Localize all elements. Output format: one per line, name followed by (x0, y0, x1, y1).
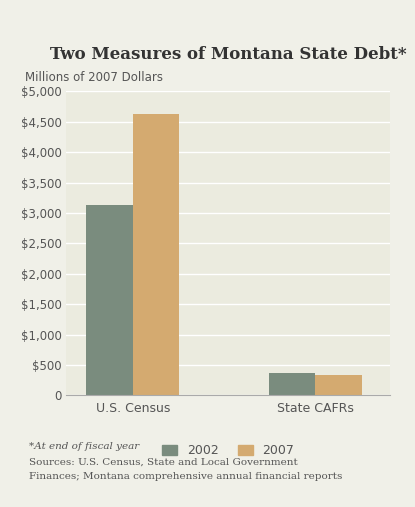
Text: Sources: U.S. Census, State and Local Government: Sources: U.S. Census, State and Local Go… (29, 458, 298, 467)
Bar (315, 375, 362, 395)
Legend: 2002, 2007: 2002, 2007 (162, 444, 294, 457)
Text: Millions of 2007 Dollars: Millions of 2007 Dollars (25, 70, 163, 84)
Bar (86, 205, 133, 395)
Text: Two Measures of Montana State Debt*: Two Measures of Montana State Debt* (50, 46, 407, 63)
Text: Finances; Montana comprehensive annual financial reports: Finances; Montana comprehensive annual f… (29, 472, 342, 481)
Bar (269, 373, 315, 395)
Bar (133, 114, 179, 395)
Text: *At end of fiscal year: *At end of fiscal year (29, 442, 139, 451)
